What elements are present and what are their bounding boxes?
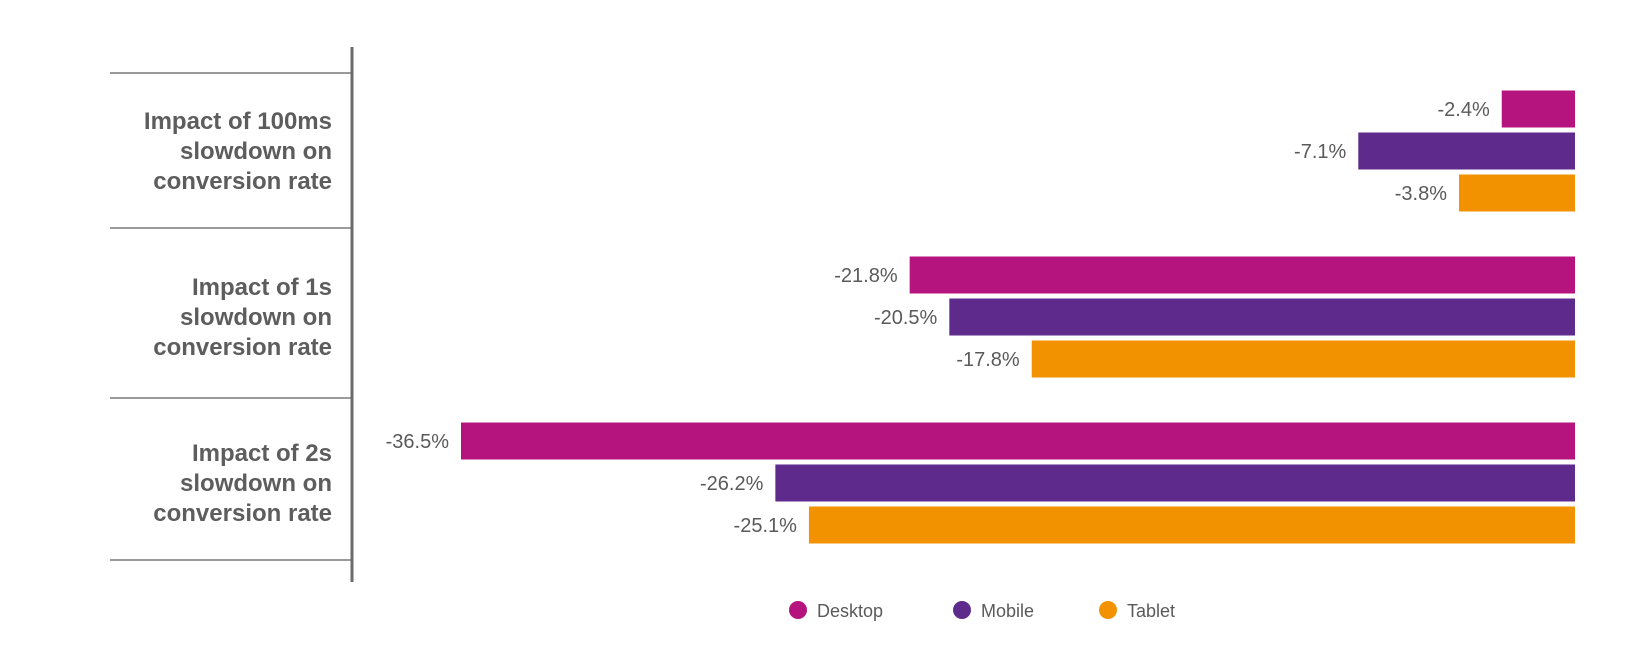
legend-label: Tablet: [1127, 601, 1175, 621]
bar-mobile: [775, 464, 1575, 502]
value-label: -3.8%: [1395, 183, 1447, 205]
category-label-line: conversion rate: [153, 334, 332, 361]
value-label: -7.1%: [1294, 141, 1346, 163]
legend-label: Desktop: [817, 601, 883, 621]
category-label-line: conversion rate: [153, 500, 332, 527]
legend-marker-tablet: [1099, 601, 1117, 619]
category-labels: Impact of 100ms slowdown on conversion rat…: [144, 108, 332, 527]
bar-tablet: [808, 506, 1575, 544]
bar-desktop: [461, 422, 1575, 460]
legend: Desktop Mobile Tablet: [789, 601, 1175, 621]
value-label: -36.5%: [386, 431, 450, 453]
bar-tablet: [1031, 340, 1575, 378]
category-label: Impact of 2s slowdown on conversion rate: [153, 440, 332, 527]
value-label: -25.1%: [734, 515, 798, 537]
value-labels: -2.4% -21.8% -36.5% -7.1% -20.5% -26.2% -3.8% -…: [386, 99, 1490, 537]
bars: [461, 90, 1575, 544]
value-label: -21.8%: [834, 265, 898, 287]
value-label: -20.5%: [874, 307, 938, 329]
category-label: Impact of 100ms slowdown on conversion rat…: [144, 108, 332, 195]
legend-marker-mobile: [953, 601, 971, 619]
category-label: Impact of 1s slowdown on conversion rate: [153, 274, 332, 361]
value-label: -26.2%: [700, 473, 764, 495]
bar-desktop: [1501, 90, 1575, 128]
bar-tablet: [1459, 174, 1575, 212]
category-label-line: Impact of 2s: [192, 440, 332, 467]
category-dividers: [110, 72, 352, 561]
bar-desktop: [909, 256, 1575, 294]
category-label-line: Impact of 100ms: [144, 108, 332, 135]
legend-label: Mobile: [981, 601, 1034, 621]
value-label: -2.4%: [1438, 99, 1490, 121]
category-label-line: conversion rate: [153, 168, 332, 195]
legend-marker-desktop: [789, 601, 807, 619]
category-label-line: Impact of 1s: [192, 274, 332, 301]
value-label: -17.8%: [956, 349, 1020, 371]
category-label-line: slowdown on: [180, 304, 332, 331]
bar-mobile: [949, 298, 1575, 336]
category-label-line: slowdown on: [180, 470, 332, 497]
category-label-line: slowdown on: [180, 138, 332, 165]
bar-mobile: [1358, 132, 1575, 170]
